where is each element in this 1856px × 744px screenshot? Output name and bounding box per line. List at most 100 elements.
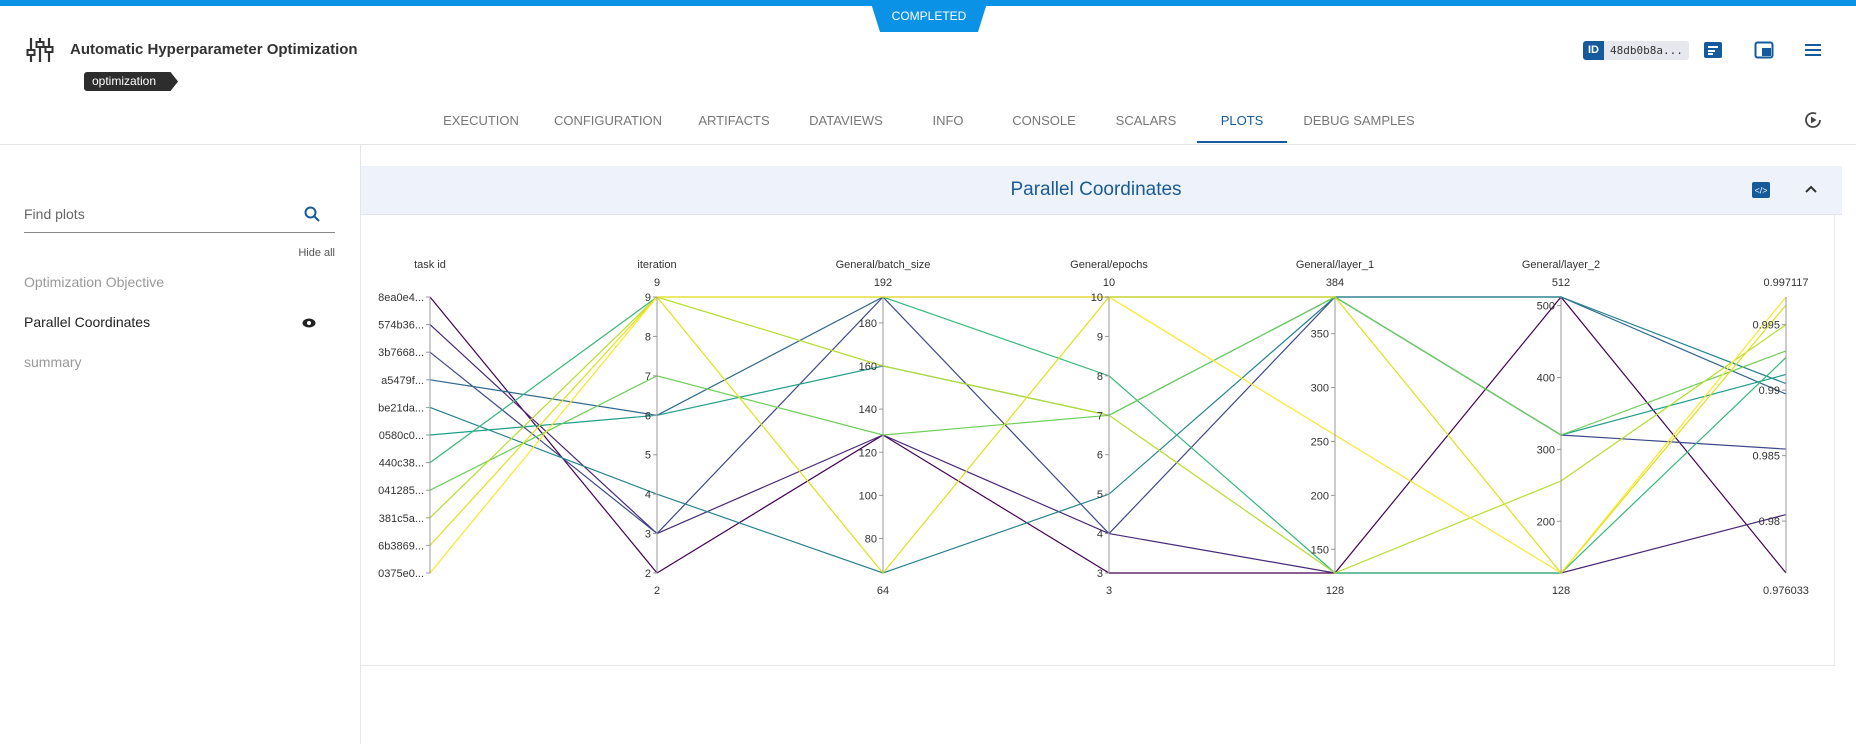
y-tick-label: 8ea0e4... [378, 292, 424, 304]
tag[interactable]: optimization [84, 72, 179, 91]
axis-title: General/layer_1 [1296, 259, 1374, 271]
data-line [656, 296, 1787, 535]
y-tick-label: 80 [865, 534, 877, 546]
embed-icon[interactable]: </> [1752, 182, 1770, 198]
data-line [656, 434, 1787, 574]
plot-list-item[interactable]: Parallel Coordinates [24, 314, 151, 330]
y-tick-label: 0375e0... [378, 568, 424, 580]
task-link [429, 406, 658, 495]
y-tick-label: 200 [1537, 516, 1555, 528]
data-line [656, 296, 1787, 574]
axis-range-min: 2 [654, 585, 660, 597]
y-tick-label: 2 [645, 568, 651, 580]
data-line [656, 296, 1787, 574]
y-tick-label: 9 [1097, 331, 1103, 343]
y-tick-label: 0.995 [1752, 320, 1780, 332]
y-tick-label: 120 [859, 447, 877, 459]
sidebar [0, 145, 361, 744]
id-label: ID [1583, 41, 1604, 60]
tab[interactable]: CONSOLE [1012, 113, 1076, 128]
id-value: 48db0b8a... [1604, 41, 1689, 60]
plot-list-item[interactable]: Optimization Objective [24, 274, 165, 290]
y-tick-label: 6b3869... [378, 540, 424, 552]
axis-title: General/batch_size [836, 259, 931, 271]
layout-icon[interactable] [1754, 41, 1774, 59]
y-tick-label: 574b36... [378, 320, 424, 332]
y-tick-label: 4 [1097, 529, 1103, 541]
y-tick-label: 7 [645, 371, 651, 383]
hide-all-button[interactable]: Hide all [298, 247, 335, 259]
task-link [429, 351, 658, 535]
task-link [429, 296, 658, 574]
axis-title: General/layer_2 [1522, 259, 1600, 271]
task-link [429, 324, 658, 535]
y-tick-label: 300 [1311, 383, 1329, 395]
tab[interactable]: EXECUTION [443, 113, 519, 128]
svg-text:</>: </> [1754, 186, 1767, 196]
task-link [429, 375, 658, 491]
axis-title: General/epochs [1070, 259, 1148, 271]
panel-body [361, 214, 1835, 666]
tab[interactable]: PLOTS [1220, 113, 1264, 128]
search-underline [24, 232, 335, 233]
axis-range-max: 10 [1103, 277, 1115, 289]
experiment-title: Automatic Hyperparameter Optimization [70, 41, 358, 58]
tab[interactable]: DATAVIEWS [809, 113, 883, 128]
search-input[interactable]: Find plots [24, 206, 85, 222]
y-tick-label: 0580c0... [379, 430, 424, 442]
y-tick-label: 160 [859, 361, 877, 373]
y-tick-label: 200 [1311, 490, 1329, 502]
data-line [656, 296, 1787, 436]
plot-list-item[interactable]: summary [24, 354, 82, 370]
id-badge[interactable]: ID 48db0b8a... [1583, 41, 1689, 60]
search-icon[interactable] [304, 206, 320, 222]
y-tick-label: 100 [859, 490, 877, 502]
y-tick-label: 6 [1097, 450, 1103, 462]
tab[interactable]: ARTIFACTS [698, 113, 770, 128]
y-tick-label: 3 [1097, 568, 1103, 580]
y-tick-label: 381c5a... [379, 513, 424, 525]
y-tick-label: 3b7668... [378, 347, 424, 359]
y-tick-label: 0.985 [1752, 451, 1780, 463]
axis-range-min: 0.976033 [1763, 585, 1809, 597]
task-link [429, 379, 658, 416]
y-tick-label: 5 [1097, 489, 1103, 501]
tab[interactable]: SCALARS [1115, 113, 1177, 128]
refresh-icon[interactable] [1803, 110, 1823, 130]
task-link [429, 414, 658, 436]
y-tick-label: 180 [859, 318, 877, 330]
y-tick-label: 500 [1537, 301, 1555, 313]
header-divider [0, 144, 1856, 145]
tab[interactable]: CONFIGURATION [553, 113, 663, 128]
axis-range-min: 3 [1106, 585, 1112, 597]
axis-range-max: 9 [654, 277, 660, 289]
tab[interactable]: INFO [932, 113, 964, 128]
data-line [657, 296, 1787, 574]
data-line [657, 296, 1787, 574]
y-tick-label: 300 [1537, 444, 1555, 456]
axis-range-max: 384 [1326, 277, 1344, 289]
axis-title: task id [414, 259, 446, 271]
y-tick-label: 0.99 [1759, 385, 1780, 397]
panel-title: Parallel Coordinates [1010, 179, 1182, 200]
task-link [429, 296, 658, 464]
y-tick-label: 10 [1091, 292, 1103, 304]
y-tick-label: 440c38... [379, 458, 424, 470]
info-icon[interactable] [1703, 41, 1723, 59]
y-tick-label: 400 [1537, 373, 1555, 385]
y-tick-label: a5479f... [381, 375, 424, 387]
axis-range-max: 512 [1552, 277, 1570, 289]
tab[interactable]: DEBUG SAMPLES [1303, 113, 1415, 128]
y-tick-label: 9 [645, 292, 651, 304]
y-tick-label: 150 [1311, 544, 1329, 556]
y-tick-label: 041285... [378, 485, 424, 497]
y-tick-label: 250 [1311, 436, 1329, 448]
y-tick-label: 350 [1311, 329, 1329, 341]
y-tick-label: 140 [859, 404, 877, 416]
collapse-icon[interactable] [1803, 183, 1819, 195]
menu-icon[interactable] [1803, 41, 1823, 59]
visibility-icon[interactable] [302, 318, 316, 328]
axis-range-min: 64 [877, 585, 889, 597]
